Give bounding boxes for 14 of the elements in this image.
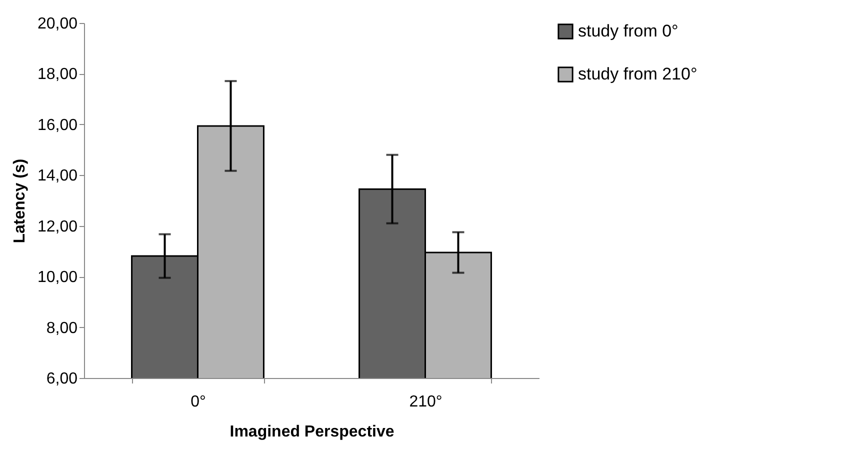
x-axis-title: Imagined Perspective bbox=[230, 424, 394, 440]
y-tick-label: 8,00 bbox=[46, 320, 78, 337]
y-tick-label: 18,00 bbox=[37, 66, 78, 84]
y-tick-label: 20,00 bbox=[37, 16, 78, 32]
legend-label: study from 210° bbox=[578, 64, 698, 84]
y-tick-label: 16,00 bbox=[37, 116, 78, 134]
x-tick-label: 210° bbox=[409, 394, 442, 410]
y-axis-title: Latency (s) bbox=[11, 158, 28, 244]
x-tick-label: 0° bbox=[190, 394, 206, 410]
y-tick-label: 14,00 bbox=[37, 168, 78, 185]
legend-label: study from 0° bbox=[578, 22, 678, 40]
y-tick-label: 12,00 bbox=[37, 218, 78, 236]
y-tick-label: 6,00 bbox=[46, 370, 78, 388]
y-tick-label: 10,00 bbox=[37, 269, 78, 286]
